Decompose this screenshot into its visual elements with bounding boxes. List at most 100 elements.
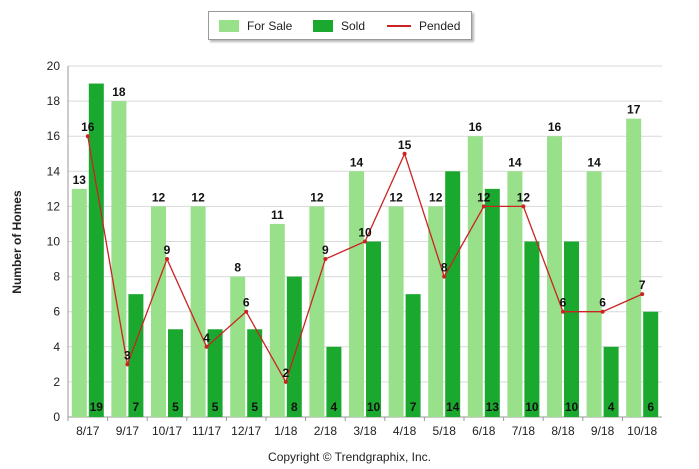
bar-for-sale (71, 188, 87, 417)
data-label-pended: 9 (322, 243, 329, 257)
point-pended (442, 274, 447, 279)
data-label-pended: 15 (398, 138, 412, 152)
bar-for-sale (349, 171, 364, 417)
data-label-for-sale: 11 (271, 208, 284, 222)
bar-for-sale (230, 276, 246, 417)
data-label-pended: 6 (243, 296, 250, 310)
point-pended (283, 379, 288, 384)
x-tick-label: 10/17 (152, 424, 182, 438)
legend-label-pended: Pended (419, 19, 461, 33)
point-pended (640, 292, 645, 297)
legend-swatch-pended (387, 25, 411, 27)
data-label-for-sale: 12 (389, 190, 403, 204)
data-label-pended: 16 (81, 120, 95, 134)
data-label-pended: 6 (560, 296, 567, 310)
point-pended (165, 257, 169, 262)
y-tick-label: 0 (53, 410, 60, 424)
x-tick-label: 7/18 (512, 424, 536, 438)
legend-label-sold: Sold (341, 19, 366, 33)
bar-sold (564, 241, 579, 417)
bar-sold (484, 188, 500, 417)
data-label-for-sale: 12 (152, 190, 166, 204)
bar-for-sale (586, 171, 602, 417)
y-tick-label: 12 (47, 199, 61, 213)
x-tick-label: 2/18 (314, 424, 338, 438)
bar-for-sale (190, 206, 206, 417)
data-label-sold: 13 (486, 400, 500, 414)
point-pended (600, 309, 605, 314)
y-tick-label: 2 (53, 375, 60, 389)
data-label-for-sale: 12 (191, 190, 205, 204)
bar-for-sale (269, 223, 285, 417)
point-pended (561, 309, 565, 314)
bar-sold (168, 329, 183, 417)
y-tick-label: 4 (53, 340, 60, 354)
data-label-pended: 4 (203, 331, 210, 345)
data-label-pended: 12 (517, 190, 531, 204)
data-label-for-sale: 12 (429, 190, 443, 204)
x-tick-label: 8/17 (76, 424, 100, 438)
data-label-sold: 10 (525, 400, 539, 414)
data-label-for-sale: 16 (548, 120, 562, 134)
x-tick-label: 8/18 (551, 424, 575, 438)
chart-legend: For Sale Sold Pended (208, 11, 472, 40)
bar-for-sale (151, 206, 166, 417)
bar-sold (643, 311, 659, 417)
data-label-for-sale: 14 (587, 155, 601, 169)
x-tick-label: 9/17 (116, 424, 140, 438)
data-label-sold: 10 (565, 400, 579, 414)
data-label-sold: 4 (331, 400, 338, 414)
bar-sold (524, 241, 540, 417)
data-label-sold: 19 (90, 400, 104, 414)
y-tick-label: 16 (47, 129, 61, 143)
data-label-sold: 10 (367, 400, 381, 414)
data-label-sold: 5 (212, 400, 219, 414)
copyright-text: Copyright © Trendgraphix, Inc. (268, 450, 431, 464)
data-label-sold: 4 (608, 400, 615, 414)
data-label-for-sale: 13 (73, 173, 87, 187)
y-tick-label: 6 (53, 305, 60, 319)
y-tick-label: 18 (47, 94, 61, 108)
data-label-sold: 7 (133, 400, 140, 414)
x-tick-label: 1/18 (274, 424, 298, 438)
data-label-pended: 12 (477, 190, 491, 204)
data-label-for-sale: 17 (627, 103, 641, 117)
bar-sold (247, 329, 263, 417)
data-label-for-sale: 8 (234, 261, 241, 275)
data-label-sold: 14 (446, 400, 460, 414)
data-label-pended: 2 (282, 366, 289, 380)
point-pended (481, 204, 486, 209)
bar-sold (207, 329, 223, 417)
data-label-for-sale: 16 (469, 120, 483, 134)
y-tick-label: 10 (47, 235, 61, 249)
data-label-for-sale: 14 (508, 155, 522, 169)
point-pended (323, 257, 328, 262)
y-tick-label: 8 (53, 270, 60, 284)
data-label-sold: 8 (291, 400, 298, 414)
legend-swatch-for-sale (219, 20, 239, 32)
data-label-pended: 6 (599, 296, 606, 310)
x-tick-label: 12/17 (231, 424, 261, 438)
data-label-for-sale: 18 (112, 85, 126, 99)
data-label-pended: 8 (441, 261, 448, 275)
point-pended (125, 362, 130, 367)
bar-for-sale (309, 206, 325, 417)
bar-sold (128, 294, 144, 417)
bar-sold (366, 241, 381, 417)
bar-for-sale (626, 118, 642, 418)
bar-for-sale (467, 136, 483, 417)
x-tick-label: 10/18 (627, 424, 657, 438)
bar-sold (326, 346, 342, 417)
x-tick-label: 5/18 (433, 424, 457, 438)
data-label-pended: 7 (639, 278, 646, 292)
y-tick-label: 14 (47, 164, 61, 178)
data-label-pended: 9 (164, 243, 171, 257)
point-pended (402, 151, 407, 156)
x-tick-label: 11/17 (192, 424, 221, 438)
data-label-pended: 10 (358, 226, 372, 240)
x-tick-label: 9/18 (591, 424, 615, 438)
data-label-pended: 3 (124, 348, 131, 362)
bar-for-sale (547, 136, 562, 417)
data-label-for-sale: 12 (310, 190, 324, 204)
